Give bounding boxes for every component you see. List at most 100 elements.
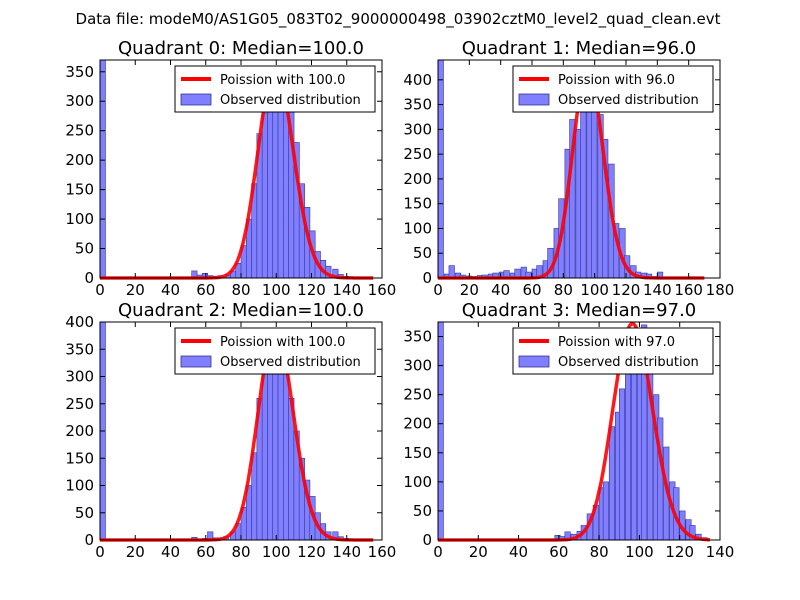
x-tick-label: 60 xyxy=(522,281,541,299)
x-tick-label: 20 xyxy=(460,281,479,299)
x-tick-label: 180 xyxy=(706,281,735,299)
histogram-bar xyxy=(580,84,587,279)
y-tick-label: 250 xyxy=(65,122,94,140)
y-tick-label: 200 xyxy=(65,422,94,440)
histogram-bar xyxy=(251,452,258,541)
x-tick-label: 140 xyxy=(706,543,735,561)
legend-observed-label: Observed distribution xyxy=(558,93,699,108)
y-tick-label: 100 xyxy=(403,219,432,237)
y-tick-label: 250 xyxy=(403,386,432,404)
x-tick-label: 80 xyxy=(231,543,250,561)
axes-frame xyxy=(437,321,721,541)
x-tick-label: 80 xyxy=(590,543,609,561)
x-tick-label: 120 xyxy=(297,281,326,299)
legend-bar-swatch xyxy=(518,355,550,368)
y-tick-label: 50 xyxy=(413,244,432,262)
histogram-bar xyxy=(618,388,626,541)
histogram-bar xyxy=(261,112,268,279)
quadrant-2-panel: Quadrant 2: Median=100.0 0 20 40 60 80 100 120 1… xyxy=(65,300,396,561)
y-tick-label: 350 xyxy=(403,328,432,346)
y-tick-label: 250 xyxy=(403,145,432,163)
histogram-bar xyxy=(608,426,615,541)
histogram-bar xyxy=(272,83,279,279)
y-tick-label: 100 xyxy=(65,477,94,495)
y-tick-label: 150 xyxy=(403,444,432,462)
x-tick-label: 140 xyxy=(643,281,672,299)
legend-poisson-label: Poission with 97.0 xyxy=(558,335,675,350)
y-tick-label: 100 xyxy=(65,210,94,228)
x-tick-label: 20 xyxy=(469,543,488,561)
x-tick-label: 40 xyxy=(161,281,180,299)
x-tick-label: 140 xyxy=(332,543,361,561)
y-tick-label: 200 xyxy=(65,151,94,169)
legend-poisson-label: Poission with 100.0 xyxy=(220,335,345,350)
legend-bar-swatch xyxy=(180,93,212,106)
x-tick-label: 80 xyxy=(231,281,250,299)
x-tick-label: 160 xyxy=(674,281,703,299)
y-tick-label: 350 xyxy=(65,63,94,81)
y-tick-label: 350 xyxy=(65,340,94,358)
y-tick-label: 200 xyxy=(403,415,432,433)
quadrant-3-title: Quadrant 3: Median=97.0 xyxy=(462,300,697,321)
y-tick-label: 300 xyxy=(65,368,94,386)
x-tick-label: 40 xyxy=(509,543,528,561)
x-tick-label: 80 xyxy=(554,281,573,299)
legend-observed-label: Observed distribution xyxy=(220,355,361,370)
figure-title: Data file: modeM0/AS1G05_083T02_90000004… xyxy=(76,10,721,29)
y-tick-label: 150 xyxy=(403,195,432,213)
x-tick-label: 120 xyxy=(665,543,694,561)
histogram-bar xyxy=(282,370,290,541)
x-tick-label: 60 xyxy=(196,543,215,561)
histogram-bar xyxy=(437,321,444,541)
x-tick-label: 100 xyxy=(625,543,654,561)
y-tick-label: 200 xyxy=(403,170,432,188)
legend: Poission with 100.0 Observed distribution xyxy=(174,65,376,113)
x-tick-label: 100 xyxy=(262,543,291,561)
x-tick-label: 40 xyxy=(161,543,180,561)
legend-observed-label: Observed distribution xyxy=(558,355,699,370)
quadrant-1-title: Quadrant 1: Median=96.0 xyxy=(462,38,697,59)
quadrant-2-title: Quadrant 2: Median=100.0 xyxy=(118,300,364,321)
legend-observed-label: Observed distribution xyxy=(220,93,361,108)
histogram-bar xyxy=(261,365,268,541)
legend: Poission with 97.0 Observed distribution xyxy=(512,327,714,375)
y-tick-label: 50 xyxy=(75,504,94,522)
legend: Poission with 96.0 Observed distribution xyxy=(512,65,714,113)
x-tick-label: 120 xyxy=(297,543,326,561)
x-tick-label: 20 xyxy=(126,281,145,299)
histogram-bar xyxy=(267,359,274,541)
y-tick-label: 250 xyxy=(65,395,94,413)
histogram-bar xyxy=(591,89,598,279)
y-tick-label: 100 xyxy=(403,473,432,491)
x-tick-label: 160 xyxy=(368,543,397,561)
histogram-bar xyxy=(602,481,609,541)
histogram-bar xyxy=(631,347,638,541)
histogram-bar xyxy=(448,265,455,279)
x-tick-label: 100 xyxy=(580,281,609,299)
legend-poisson-label: Poission with 96.0 xyxy=(558,73,675,88)
histogram-bar xyxy=(267,89,274,279)
y-tick-label: 50 xyxy=(413,502,432,520)
x-tick-label: 20 xyxy=(126,543,145,561)
quadrant-0-title: Quadrant 0: Median=100.0 xyxy=(118,38,364,59)
x-tick-label: 0 xyxy=(95,281,105,299)
quadrant-0-panel: Quadrant 0: Median=100.0 0 20 40 60 80 100 120 1… xyxy=(65,38,396,299)
y-tick-label: 150 xyxy=(65,181,94,199)
y-tick-label: 0 xyxy=(422,531,432,549)
legend-bar-swatch xyxy=(180,355,212,368)
y-tick-label: 50 xyxy=(75,240,94,258)
x-tick-label: 0 xyxy=(433,281,443,299)
legend-bar-swatch xyxy=(518,93,550,106)
y-tick-label: 0 xyxy=(84,531,94,549)
y-tick-label: 400 xyxy=(65,313,94,331)
quadrant-3-panel: Quadrant 3: Median=97.0 0 20 40 60 80 100 120 14… xyxy=(403,300,734,561)
histogram-bar xyxy=(437,59,444,279)
y-tick-label: 400 xyxy=(403,71,432,89)
y-tick-label: 350 xyxy=(403,96,432,114)
y-tick-label: 150 xyxy=(65,449,94,467)
x-tick-label: 60 xyxy=(549,543,568,561)
y-tick-label: 300 xyxy=(403,357,432,375)
x-tick-label: 100 xyxy=(262,281,291,299)
histogram-bar xyxy=(99,59,106,279)
